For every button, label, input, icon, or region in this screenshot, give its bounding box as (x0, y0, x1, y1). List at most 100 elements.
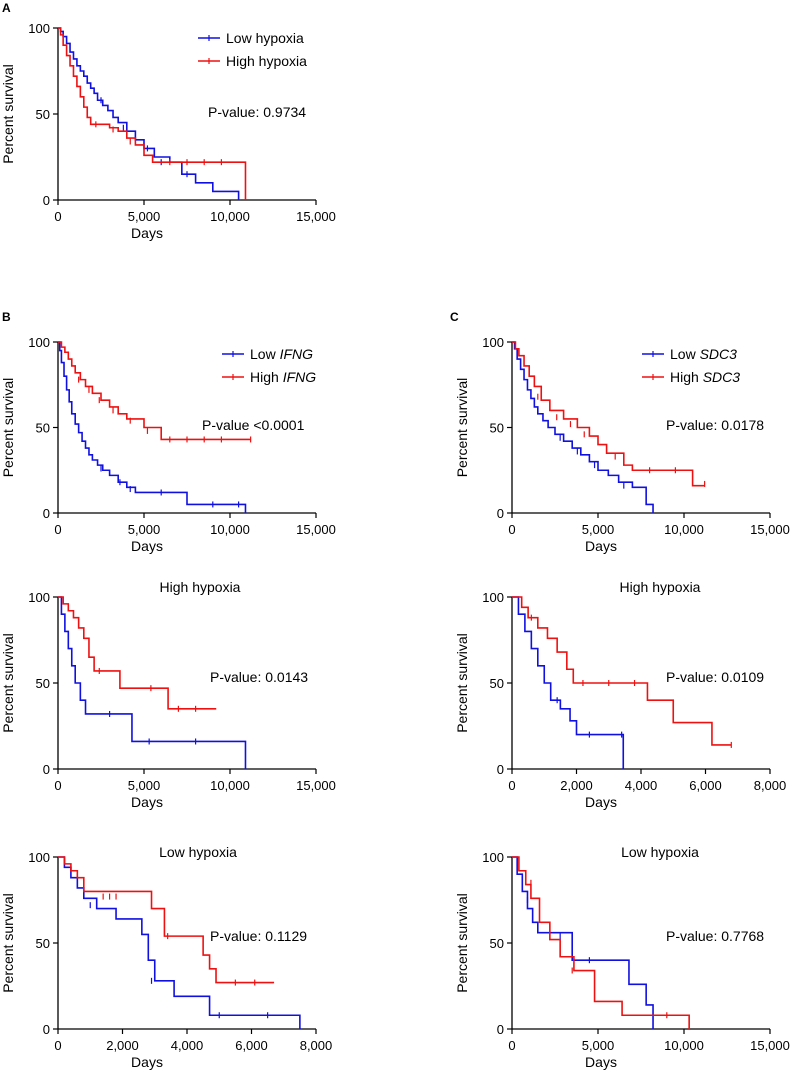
legend-label: High IFNG (250, 369, 316, 385)
chart-c-mid: 0 50 100 0 2,000 4,000 6,000 8,000 Days Percent s… (454, 579, 786, 810)
x-tick-label: 8,000 (300, 1038, 333, 1053)
y-tick-label: 100 (28, 850, 50, 865)
y-tick-label: 0 (497, 506, 504, 521)
x-tick-label: 0 (54, 209, 61, 224)
series-line-low (512, 856, 654, 1029)
x-tick-label: 8,000 (754, 778, 787, 793)
x-axis-label: Days (131, 225, 163, 241)
x-tick-label: 4,000 (625, 778, 658, 793)
legend-prefix: Low (250, 346, 280, 362)
chart-title: High hypoxia (620, 579, 701, 595)
x-tick-label: 5,000 (582, 1038, 615, 1053)
x-tick-label: 10,000 (664, 1038, 704, 1053)
chart-b-mid: 0 50 100 0 5,000 10,000 15,000 Days Percent surv… (0, 579, 336, 810)
y-tick-label: 100 (28, 590, 50, 605)
chart-a: 0 50 100 0 5,000 10,000 15,000 Days Percent surv… (0, 21, 336, 241)
y-tick-label: 0 (497, 762, 504, 777)
x-tick-label: 10,000 (210, 778, 250, 793)
series-line-low (58, 596, 247, 769)
series-line-low (512, 596, 625, 769)
p-value-label: P-value: 0.0143 (210, 669, 308, 685)
y-axis-label: Percent survival (0, 633, 16, 733)
legend-gene: SDC3 (703, 369, 741, 385)
y-axis-label: Percent survival (0, 64, 16, 164)
panel-letter-b: B (2, 310, 11, 324)
y-tick-label: 50 (490, 676, 504, 691)
p-value-label: P-value: 0.1129 (210, 928, 307, 944)
x-tick-label: 4,000 (171, 1038, 204, 1053)
x-tick-label: 15,000 (750, 522, 790, 537)
series-line-high (58, 856, 275, 984)
chart-title: Low hypoxia (621, 844, 699, 860)
x-tick-label: 0 (54, 778, 61, 793)
x-tick-label: 0 (508, 522, 515, 537)
y-tick-label: 50 (490, 936, 504, 951)
x-tick-label: 0 (54, 522, 61, 537)
p-value-label: P-value <0.0001 (202, 417, 305, 433)
x-tick-label: 6,000 (235, 1038, 268, 1053)
x-tick-label: 5,000 (582, 522, 615, 537)
x-axis-label: Days (585, 538, 617, 554)
x-tick-label: 0 (508, 778, 515, 793)
p-value-label: P-value: 0.0178 (666, 417, 764, 433)
y-axis-label: Percent survival (454, 378, 470, 478)
x-tick-label: 2,000 (106, 1038, 139, 1053)
legend-prefix: High (670, 369, 703, 385)
x-axis-label: Days (131, 794, 163, 810)
legend-prefix: High (250, 369, 283, 385)
legend-label: Low hypoxia (226, 30, 304, 46)
y-tick-label: 50 (36, 421, 50, 436)
y-tick-label: 0 (43, 762, 50, 777)
series-line-low (58, 856, 301, 1029)
p-value-label: P-value: 0.7768 (666, 928, 764, 944)
legend-label: Low SDC3 (670, 346, 737, 362)
panel-letter-a: A (2, 1, 11, 15)
series-line-low (58, 341, 247, 513)
p-value-label: P-value: 0.0109 (666, 669, 764, 685)
series-line-high (58, 27, 247, 200)
chart-b-bot: 0 50 100 0 2,000 4,000 6,000 8,000 Days Percent s… (0, 844, 332, 1070)
series-line-high (58, 596, 217, 710)
legend: Low hypoxia High hypoxia (198, 30, 307, 69)
legend-label: Low IFNG (250, 346, 313, 362)
x-axis-label: Days (585, 1054, 617, 1070)
x-tick-label: 10,000 (210, 209, 250, 224)
x-tick-label: 15,000 (296, 778, 336, 793)
x-tick-label: 0 (508, 1038, 515, 1053)
legend-gene: SDC3 (700, 346, 738, 362)
chart-c-bot: 0 50 100 0 5,000 10,000 15,000 Days Percent surv… (454, 844, 790, 1070)
chart-title: Low hypoxia (159, 844, 237, 860)
y-tick-label: 100 (482, 335, 504, 350)
y-axis-label: Percent survival (454, 893, 470, 993)
series-line-high (512, 596, 732, 746)
chart-title: High hypoxia (160, 579, 241, 595)
y-tick-label: 100 (28, 21, 50, 36)
legend-gene: IFNG (280, 346, 314, 362)
charts-layer: 0 50 100 0 5,000 10,000 15,000 Days Percent surv… (0, 21, 790, 1070)
x-tick-label: 5,000 (128, 778, 161, 793)
y-tick-label: 100 (28, 335, 50, 350)
y-tick-label: 0 (43, 193, 50, 208)
y-tick-label: 50 (36, 676, 50, 691)
x-tick-label: 15,000 (750, 1038, 790, 1053)
legend-label: High SDC3 (670, 369, 740, 385)
y-axis-label: Percent survival (0, 378, 16, 478)
legend-prefix: Low (670, 346, 700, 362)
x-tick-label: 10,000 (664, 522, 704, 537)
legend-label: High hypoxia (226, 53, 307, 69)
series-line-low (512, 341, 654, 513)
series-line-high (512, 341, 705, 487)
legend-gene: IFNG (283, 369, 317, 385)
p-value-label: P-value: 0.9734 (208, 104, 306, 120)
chart-b-top: 0 50 100 0 5,000 10,000 15,000 Days Percent surv… (0, 335, 336, 554)
y-tick-label: 50 (36, 936, 50, 951)
y-tick-label: 50 (490, 421, 504, 436)
y-tick-label: 0 (497, 1022, 504, 1037)
x-tick-label: 6,000 (689, 778, 722, 793)
x-tick-label: 15,000 (296, 209, 336, 224)
x-tick-label: 2,000 (560, 778, 593, 793)
x-axis-label: Days (585, 794, 617, 810)
x-tick-label: 5,000 (128, 522, 161, 537)
